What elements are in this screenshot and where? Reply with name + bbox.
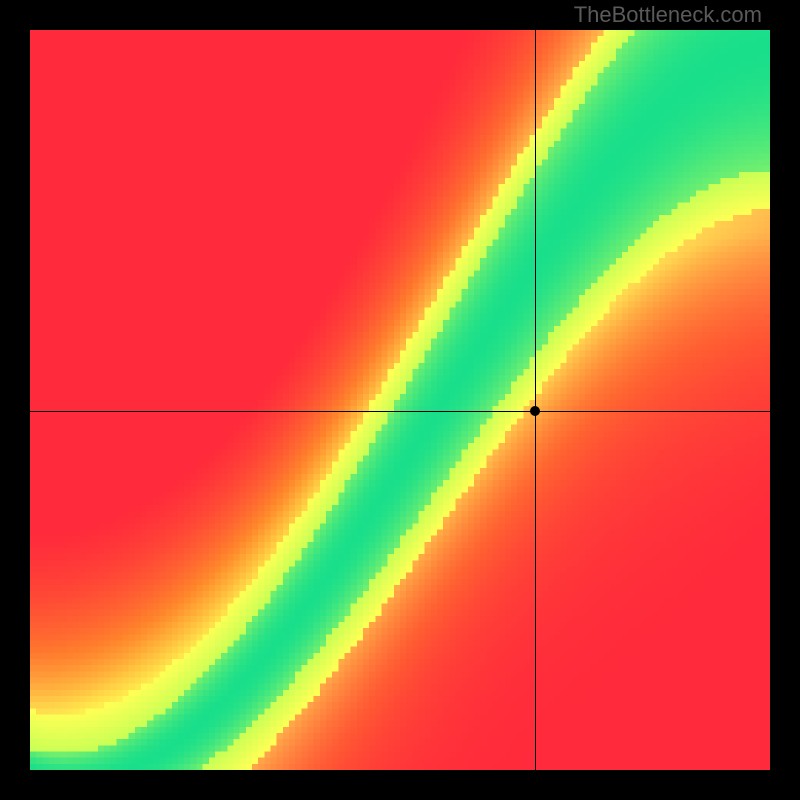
heatmap-canvas <box>30 30 770 770</box>
crosshair-vertical <box>535 30 536 770</box>
heatmap-plot <box>30 30 770 770</box>
crosshair-horizontal <box>30 411 770 412</box>
crosshair-marker <box>530 406 540 416</box>
watermark-text: TheBottleneck.com <box>574 2 762 28</box>
